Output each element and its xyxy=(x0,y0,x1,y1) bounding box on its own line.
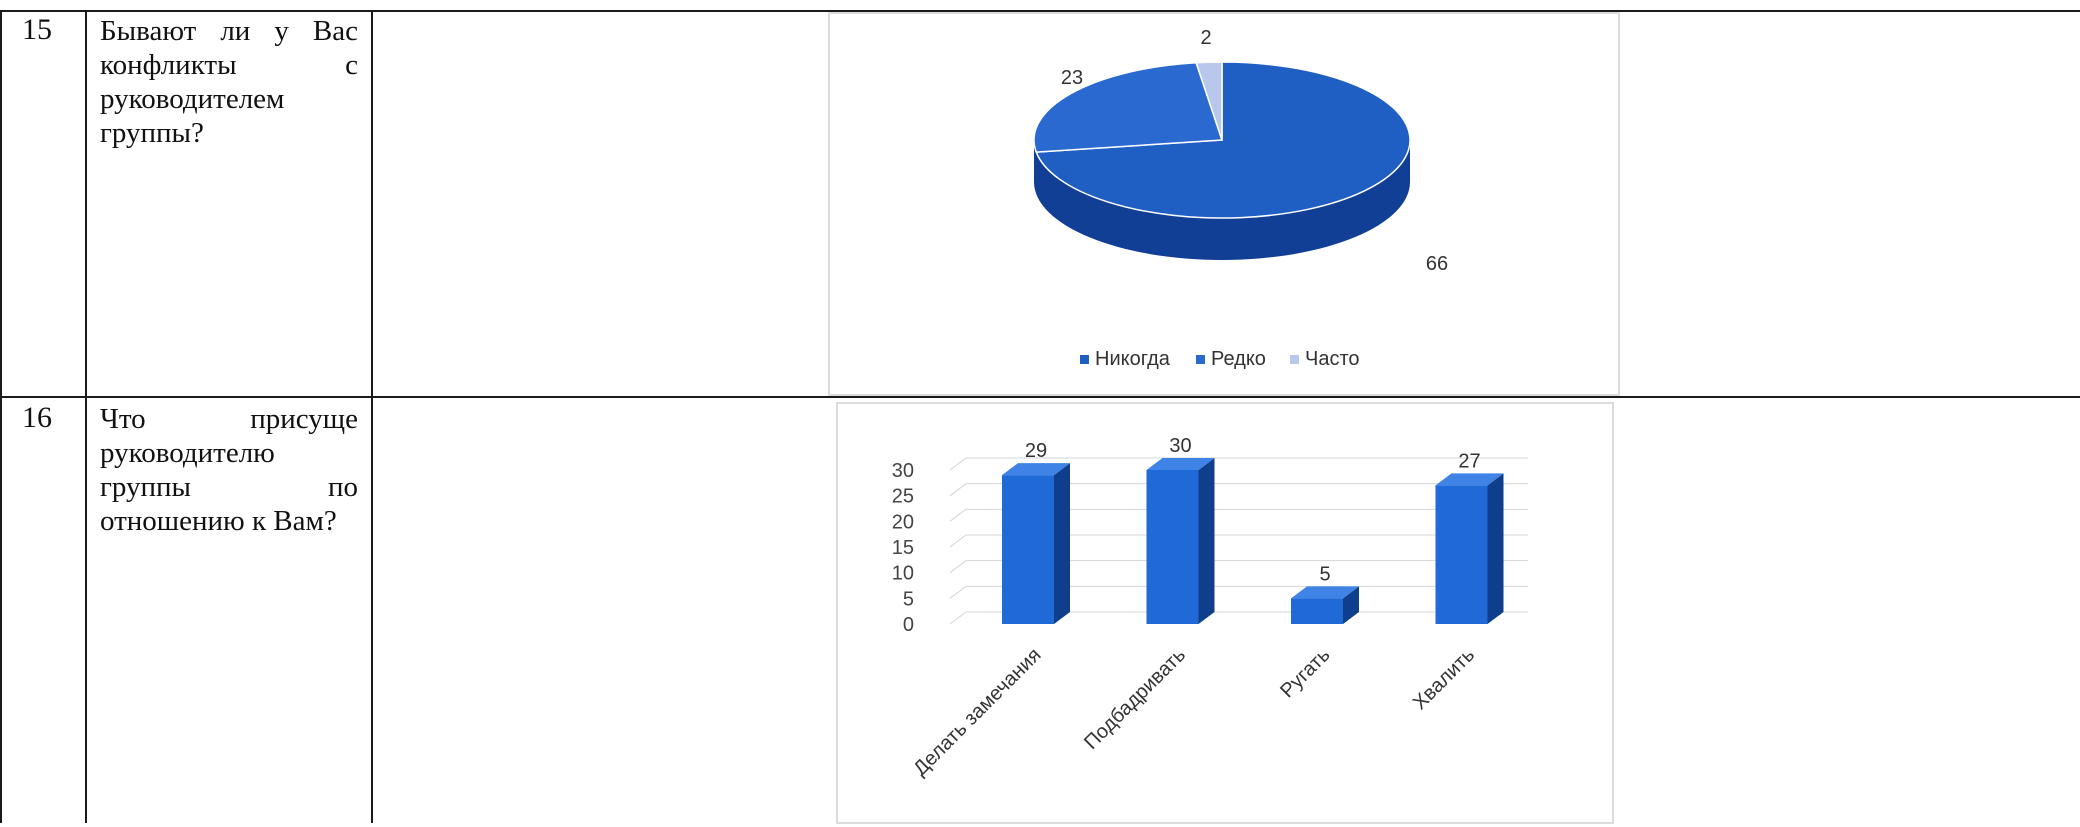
gridline-depth xyxy=(949,457,967,471)
legend-swatch xyxy=(1196,355,1205,364)
y-tick-label: 25 xyxy=(892,486,914,508)
bar xyxy=(1291,598,1343,624)
bar-data-label: 29 xyxy=(1025,440,1047,462)
pie-data-label: 66 xyxy=(1426,253,1448,275)
legend-label: Никогда xyxy=(1095,348,1171,370)
bar xyxy=(1435,485,1488,624)
gridline-depth xyxy=(949,560,967,574)
pie-slice xyxy=(1035,61,1411,219)
legend-label: Часто xyxy=(1305,348,1360,370)
column-divider-number xyxy=(85,10,87,823)
bar-top xyxy=(1291,586,1359,599)
pie-chart: 66 23 2 Никогда Редко Часто xyxy=(1033,27,1448,370)
question-text: Что присуще руководителю группы по отнош… xyxy=(100,403,358,537)
row-number: 15 xyxy=(22,13,52,46)
pie-slice xyxy=(1033,61,1224,153)
table-left-border xyxy=(0,10,2,823)
y-tick-label: 15 xyxy=(892,537,914,559)
y-tick-label: 5 xyxy=(903,588,914,610)
question-text: Бывают ли у Вас конфликты с руководителе… xyxy=(100,15,358,149)
gridline-depth xyxy=(949,611,967,625)
gridline-depth xyxy=(949,508,967,522)
x-category-label: Делать замечания xyxy=(909,644,1045,780)
legend-swatch xyxy=(1080,355,1089,364)
y-tick-label: 10 xyxy=(892,563,914,585)
bar-data-label: 5 xyxy=(1319,563,1330,585)
x-category-label: Ругать xyxy=(1276,644,1334,702)
pie-chart-frame: 66 23 2 Никогда Редко Часто xyxy=(828,12,1620,396)
x-category-label: Подбадривать xyxy=(1080,644,1190,754)
bar-side xyxy=(1054,463,1070,624)
gridline-depth xyxy=(949,585,967,599)
y-tick-label: 0 xyxy=(903,614,914,636)
bar-chart: 0 5 10 15 20 25 30 29 Делать замечания 30 Подбадри… xyxy=(892,435,1528,780)
pie-slice xyxy=(1195,61,1223,141)
bar-top xyxy=(1435,473,1504,486)
pie-side xyxy=(1034,140,1410,260)
y-tick-label: 20 xyxy=(892,511,914,533)
bar-side xyxy=(1487,473,1504,624)
bar-top xyxy=(1002,463,1070,476)
bar xyxy=(1146,470,1199,624)
bar-data-label: 30 xyxy=(1169,435,1191,457)
gridline-depth xyxy=(949,483,967,497)
x-category-label: Хвалить xyxy=(1409,644,1479,714)
row-divider xyxy=(0,396,2080,398)
bar-side xyxy=(1343,586,1359,624)
row-number: 16 xyxy=(22,401,52,434)
pie-data-label: 2 xyxy=(1200,27,1211,49)
pie-data-label: 23 xyxy=(1061,67,1083,89)
bar xyxy=(1002,475,1054,624)
bar-data-label: 27 xyxy=(1458,450,1480,472)
table-top-border xyxy=(0,10,2080,12)
bar-chart-frame: 0 5 10 15 20 25 30 29 Делать замечания 30 Подбадри… xyxy=(836,402,1614,824)
legend-swatch xyxy=(1290,355,1299,364)
bar-side xyxy=(1198,458,1215,624)
legend-label: Редко xyxy=(1211,348,1266,370)
column-divider-question xyxy=(371,10,373,823)
y-tick-label: 30 xyxy=(892,460,914,482)
gridline-depth xyxy=(949,534,967,548)
bar-top xyxy=(1146,458,1215,470)
